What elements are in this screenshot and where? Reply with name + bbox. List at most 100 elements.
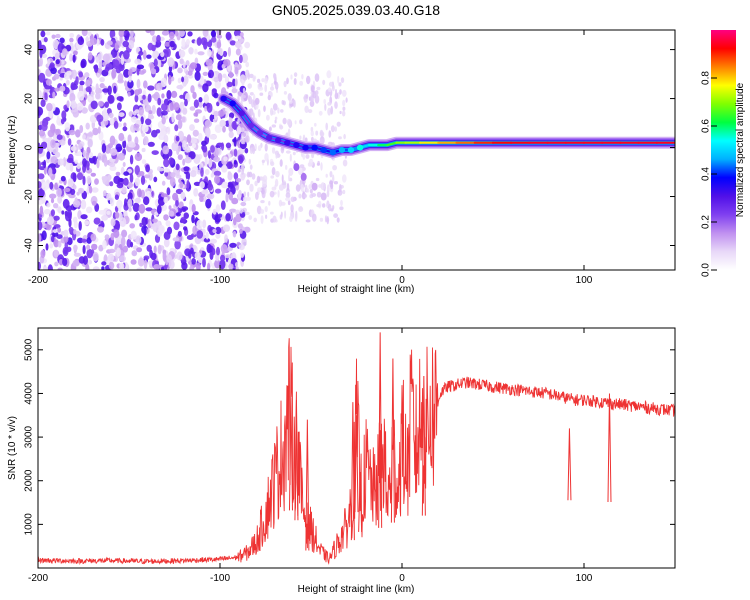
- noise-point: [155, 129, 161, 134]
- noise-point: [309, 188, 313, 194]
- noise-point: [46, 202, 51, 208]
- noise-point: [204, 157, 208, 167]
- noise-point: [233, 136, 237, 147]
- noise-point: [179, 58, 184, 65]
- noise-point: [196, 262, 201, 270]
- noise-point: [252, 76, 256, 82]
- noise-point: [226, 81, 233, 88]
- noise-point: [188, 74, 194, 79]
- noise-point: [269, 190, 275, 198]
- noise-point: [264, 84, 268, 93]
- noise-point: [73, 50, 78, 56]
- noise-point: [324, 103, 327, 112]
- noise-point: [212, 228, 217, 234]
- noise-point: [277, 190, 280, 198]
- snr-spike: [358, 471, 363, 532]
- noise-point: [214, 175, 220, 184]
- spectrogram-x-tick-label: 100: [576, 275, 593, 286]
- noise-point: [132, 202, 140, 212]
- noise-point: [171, 90, 178, 98]
- noise-point: [43, 37, 48, 43]
- noise-point: [104, 234, 110, 240]
- noise-point: [318, 110, 323, 116]
- noise-point: [205, 231, 209, 240]
- noise-point: [208, 69, 214, 79]
- noise-point: [340, 199, 343, 207]
- noise-point: [203, 94, 209, 104]
- noise-point: [193, 137, 198, 144]
- noise-point: [61, 210, 65, 215]
- noise-point: [89, 37, 98, 45]
- noise-point: [254, 97, 260, 105]
- noise-point: [225, 161, 233, 169]
- noise-point: [211, 88, 217, 93]
- snr-line: [38, 338, 675, 565]
- noise-point: [233, 30, 242, 37]
- noise-point: [210, 173, 214, 178]
- noise-point: [54, 261, 59, 267]
- noise-point: [43, 266, 48, 270]
- noise-point: [206, 102, 213, 113]
- snr-spike: [350, 402, 355, 541]
- noise-point: [216, 101, 220, 107]
- noise-point: [298, 166, 303, 176]
- noise-point: [62, 257, 68, 267]
- noise-point: [57, 240, 62, 248]
- noise-point: [72, 184, 77, 190]
- noise-point: [82, 149, 87, 158]
- noise-point: [214, 259, 221, 269]
- noise-point: [69, 32, 75, 38]
- noise-point: [342, 110, 346, 117]
- noise-point: [53, 203, 59, 209]
- noise-point: [191, 258, 197, 265]
- colorbar: 0.0 0.2 0.4 0.6 0.8 Normalized spectral ampl…: [701, 30, 746, 277]
- noise-point: [168, 205, 172, 210]
- noise-point: [342, 106, 346, 111]
- noise-point: [54, 52, 60, 60]
- noise-point: [326, 70, 332, 79]
- noise-point: [210, 238, 218, 244]
- noise-point: [128, 75, 132, 83]
- noise-point: [111, 68, 117, 79]
- noise-point: [128, 111, 134, 117]
- noise-point: [239, 38, 245, 43]
- noise-point: [64, 122, 71, 132]
- noise-point: [280, 109, 284, 113]
- signal-point: [229, 100, 236, 107]
- noise-point: [165, 220, 171, 227]
- snr-marks: [38, 332, 675, 565]
- noise-point: [216, 246, 220, 256]
- noise-point: [314, 90, 319, 96]
- noise-point: [49, 243, 54, 249]
- noise-point: [170, 76, 175, 82]
- noise-point: [114, 194, 119, 200]
- noise-point: [63, 104, 68, 111]
- noise-point: [241, 53, 248, 64]
- noise-point: [117, 73, 124, 83]
- noise-point: [76, 162, 81, 170]
- noise-point: [141, 147, 146, 153]
- noise-point: [310, 130, 314, 137]
- noise-point: [97, 226, 104, 233]
- snr-spike: [390, 358, 395, 523]
- noise-point: [178, 145, 182, 152]
- signal-point: [247, 122, 255, 129]
- noise-point: [49, 62, 55, 69]
- noise-point: [260, 215, 264, 225]
- noise-point: [82, 134, 86, 140]
- noise-point: [249, 164, 253, 170]
- noise-point: [55, 33, 61, 39]
- noise-point: [293, 72, 298, 77]
- signal-point: [284, 139, 291, 146]
- noise-point: [240, 201, 247, 207]
- noise-point: [184, 156, 192, 164]
- noise-point: [121, 186, 127, 194]
- noise-point: [196, 219, 203, 230]
- noise-point: [59, 37, 65, 44]
- noise-point: [223, 59, 231, 67]
- noise-point: [79, 125, 84, 133]
- noise-point: [177, 77, 182, 84]
- noise-point: [102, 190, 107, 197]
- noise-point: [314, 73, 320, 82]
